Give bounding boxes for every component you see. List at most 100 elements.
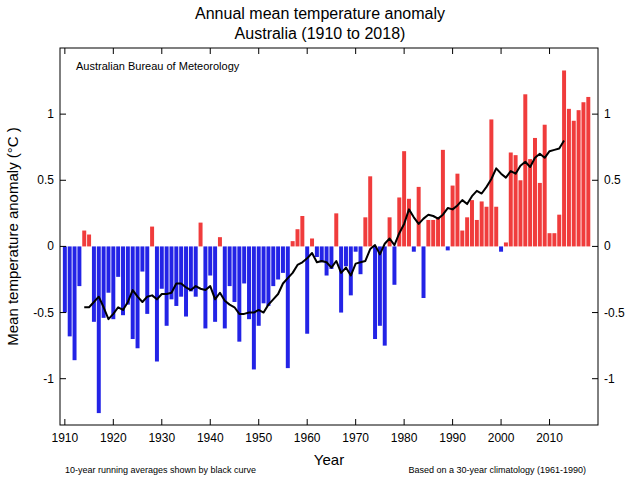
bar [359, 246, 363, 274]
bar [557, 215, 561, 247]
y-tick [60, 378, 66, 379]
x-tick-top [452, 48, 453, 54]
plot-frame [60, 48, 598, 425]
bar [199, 223, 203, 247]
running-average-line [84, 141, 564, 320]
x-tick-label: 1960 [294, 431, 321, 445]
bar [344, 246, 348, 266]
bar [97, 246, 101, 413]
bar [514, 155, 518, 246]
bar [184, 246, 188, 316]
bar [504, 242, 508, 246]
bar [407, 199, 411, 247]
x-tick [161, 419, 162, 425]
bar [257, 246, 261, 325]
bar [73, 246, 77, 360]
x-tick-top [258, 48, 259, 54]
y-tick-right [592, 246, 598, 247]
x-tick-label: 1950 [245, 431, 272, 445]
x-tick [452, 419, 453, 425]
x-tick [549, 419, 550, 425]
chart: Annual mean temperature anomalyAustralia… [0, 0, 640, 480]
bar [286, 246, 290, 368]
x-tick-top [404, 48, 405, 54]
x-tick [210, 419, 211, 425]
bar [465, 217, 469, 246]
bar [315, 246, 319, 257]
bar [232, 246, 236, 302]
bar [237, 246, 241, 341]
bar [116, 246, 120, 276]
y-tick [60, 246, 66, 247]
x-tick-top [113, 48, 114, 54]
y-tick-label-right: -0.5 [604, 306, 625, 320]
bar [339, 246, 343, 312]
bar [572, 121, 576, 247]
bar [451, 186, 455, 247]
x-tick-label: 2010 [536, 431, 563, 445]
bar [276, 246, 280, 279]
x-tick-label: 1980 [391, 431, 418, 445]
bar [480, 201, 484, 246]
bar [213, 246, 217, 321]
footnote-right: Based on a 30-year climatology (1961-199… [408, 465, 586, 475]
bar [426, 220, 430, 246]
bar [271, 246, 275, 286]
bar [577, 110, 581, 246]
bar [392, 246, 396, 284]
bar [412, 246, 416, 251]
bar [499, 246, 503, 251]
bar [436, 217, 440, 246]
bar [485, 207, 489, 247]
bar [552, 233, 556, 246]
x-tick [307, 419, 308, 425]
bar [140, 246, 144, 271]
bar [441, 150, 445, 247]
y-tick [60, 114, 66, 115]
bar [368, 176, 372, 246]
bar [82, 231, 86, 247]
bar [378, 246, 382, 325]
bar [383, 246, 387, 345]
bar [402, 151, 406, 246]
bar [363, 217, 367, 246]
y-tick-label: 0 [47, 239, 54, 253]
bar [218, 237, 222, 246]
y-tick-right [592, 378, 598, 379]
bar [354, 246, 358, 251]
y-tick-right [592, 114, 598, 115]
bar [281, 246, 285, 272]
bar [422, 246, 426, 298]
source-label: Australian Bureau of Meteorology [76, 60, 240, 72]
y-tick-label: -1 [43, 372, 54, 386]
y-tick-label-right: 0.5 [604, 173, 621, 187]
x-tick-label: 1930 [148, 431, 175, 445]
bar [581, 102, 585, 246]
bar [475, 220, 479, 246]
bar [252, 246, 256, 369]
plot-area [63, 70, 590, 413]
x-tick-top [355, 48, 356, 54]
x-tick-top [64, 48, 65, 54]
y-tick-label-right: 0 [604, 239, 611, 253]
y-tick [60, 180, 66, 181]
bar [334, 213, 338, 246]
bar [523, 94, 527, 246]
x-tick-top [307, 48, 308, 54]
x-axis-label: Year [314, 451, 344, 468]
bar [266, 246, 270, 306]
y-tick-label-right: 1 [604, 107, 611, 121]
y-tick-label: 1 [47, 107, 54, 121]
bar [262, 246, 266, 303]
bar [562, 70, 566, 246]
bar [189, 246, 193, 291]
bar [446, 246, 450, 250]
x-tick-label: 1970 [342, 431, 369, 445]
bar [455, 174, 459, 247]
bar [92, 246, 96, 321]
x-tick-label: 1940 [197, 431, 224, 445]
bar [150, 227, 154, 247]
bar [509, 153, 513, 247]
bar [417, 187, 421, 247]
x-tick [404, 419, 405, 425]
